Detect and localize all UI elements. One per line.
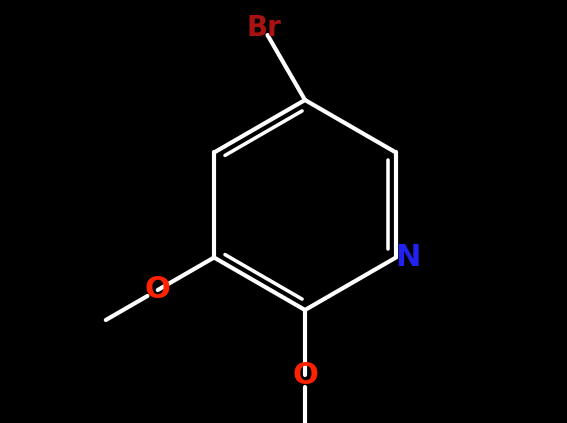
Text: Br: Br bbox=[246, 14, 281, 42]
Text: O: O bbox=[292, 360, 318, 390]
Text: O: O bbox=[145, 275, 171, 305]
Text: N: N bbox=[395, 243, 421, 272]
